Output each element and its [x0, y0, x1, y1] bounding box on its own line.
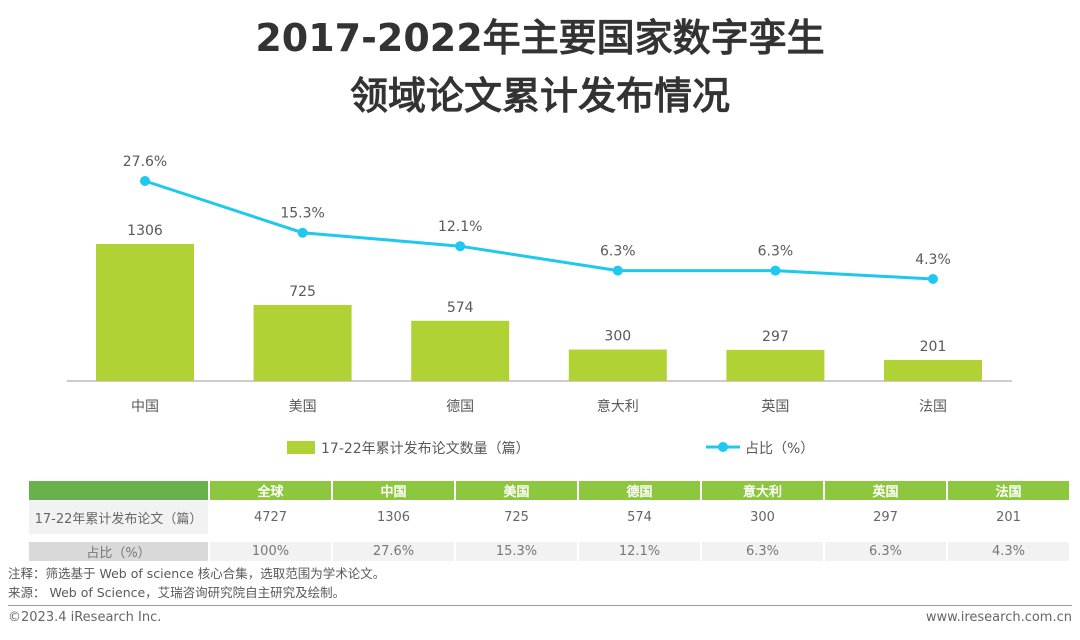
line-point	[770, 265, 781, 276]
footer-divider	[8, 605, 1072, 606]
line-label: 6.3%	[600, 244, 636, 260]
legend-bar-label: 17-22年累计发布论文数量（篇）	[321, 441, 530, 457]
bar	[884, 359, 982, 381]
line-point	[612, 265, 623, 276]
line-point	[928, 273, 938, 284]
table-cell: 12.1%	[577, 534, 701, 561]
table-cell: 100%	[208, 534, 332, 561]
table-row: 17-22年累计发布论文（篇） 4727 1306 725 574 300 29…	[27, 500, 1069, 538]
line-label: 6.3%	[758, 244, 794, 260]
bar-label: 1306	[127, 223, 163, 239]
table-cell: 6.3%	[700, 534, 824, 561]
bar	[568, 349, 667, 381]
legend-bar-swatch	[287, 441, 315, 454]
header-cell: 法国	[946, 481, 1069, 500]
header-cell: 中国	[331, 481, 455, 500]
x-tick-label: 美国	[289, 399, 317, 415]
x-tick-label: 法国	[919, 399, 947, 415]
line-point	[297, 227, 308, 238]
bar	[96, 244, 194, 381]
chart-title-line1: 2017-2022年主要国家数字孪生	[255, 16, 825, 60]
bar-label: 574	[447, 300, 474, 316]
note-text: 注释：筛选基于 Web of science 核心合集，选取范围为学术论文。	[8, 566, 386, 581]
row-label: 占比（%）	[27, 534, 209, 561]
legend-line-label: 占比（%）	[745, 441, 814, 457]
table-cell: 201	[946, 500, 1069, 538]
table-cell: 297	[823, 500, 947, 538]
header-cell: 意大利	[700, 481, 824, 500]
header-cell	[27, 481, 209, 500]
bar-label: 300	[604, 329, 631, 345]
table-header: 全球 中国 美国 德国 意大利 英国 法国	[27, 481, 1069, 500]
source-text: 来源： Web of Science，艾瑞咨询研究院自主研究及绘制。	[8, 585, 346, 600]
header-cell: 美国	[454, 481, 578, 500]
table-cell: 574	[577, 500, 701, 538]
chart: 1306 中国 725 美国 574 德国 300 意大利 297 英国 201 法国 27.6% 15.…	[67, 154, 1012, 457]
row-label: 17-22年累计发布论文（篇）	[27, 500, 209, 538]
line-label: 27.6%	[123, 154, 167, 170]
table-cell: 6.3%	[823, 534, 947, 561]
bar-label: 201	[920, 339, 947, 355]
header-cell: 德国	[577, 481, 701, 500]
line-label: 15.3%	[280, 206, 324, 222]
data-table: 全球 中国 美国 德国 意大利 英国 法国 17-22年累计发布论文（篇） 47…	[27, 481, 1069, 561]
table-cell: 725	[454, 500, 578, 538]
line-point	[140, 176, 150, 186]
x-tick-label: 意大利	[597, 398, 639, 415]
website-link: www.iresearch.com.cn	[925, 610, 1072, 625]
copyright: ©2023.4 iResearch Inc.	[8, 610, 162, 625]
table-row: 占比（%） 100% 27.6% 15.3% 12.1% 6.3% 6.3% 4…	[27, 534, 1069, 561]
table-cell: 300	[700, 500, 824, 538]
bar	[253, 304, 352, 381]
line-point	[455, 241, 466, 252]
x-tick-label: 德国	[446, 399, 474, 415]
header-cell: 英国	[823, 481, 947, 500]
bar	[411, 320, 510, 381]
bar-label: 725	[289, 284, 316, 300]
table-cell: 4.3%	[946, 534, 1069, 561]
table-cell: 27.6%	[331, 534, 455, 561]
line-label: 12.1%	[438, 219, 482, 235]
table-cell: 4727	[208, 500, 332, 538]
table-cell: 1306	[331, 500, 455, 538]
table-cell: 15.3%	[454, 534, 578, 561]
line-series	[144, 179, 934, 281]
legend-line-marker	[718, 442, 728, 452]
x-tick-label: 中国	[131, 399, 159, 415]
x-tick-label: 英国	[761, 398, 789, 415]
bar-label: 297	[762, 329, 789, 345]
bar	[726, 349, 825, 381]
header-cell: 全球	[208, 481, 332, 500]
chart-title-line2: 领域论文累计发布情况	[349, 74, 730, 118]
line-label: 4.3%	[915, 252, 951, 268]
